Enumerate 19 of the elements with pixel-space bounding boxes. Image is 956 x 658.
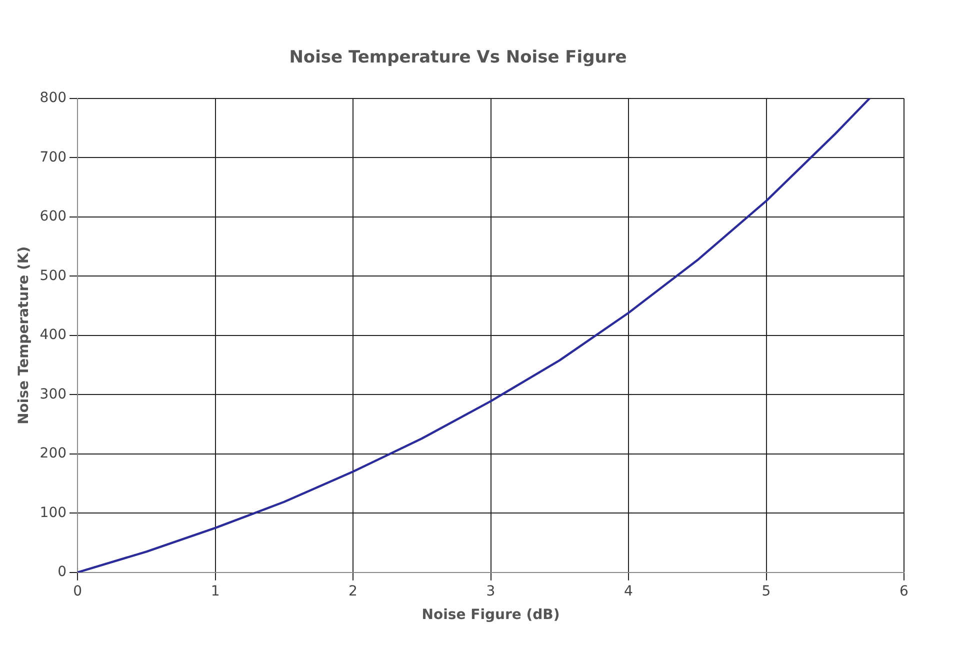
y-tick-label: 800 xyxy=(40,90,67,106)
x-tick-label: 5 xyxy=(762,583,771,600)
y-axis-title: Noise Temperature (K) xyxy=(16,246,32,424)
x-tick-label: 0 xyxy=(73,583,82,600)
y-tick-label: 400 xyxy=(40,327,67,344)
x-tick-label: 4 xyxy=(624,583,634,600)
y-tick-label: 200 xyxy=(40,446,67,462)
y-tick-label: 700 xyxy=(40,149,67,166)
chart-title: Noise Temperature Vs Noise Figure xyxy=(289,48,627,68)
x-tick-label: 3 xyxy=(486,583,496,600)
y-tick-label: 100 xyxy=(40,504,67,521)
x-tick-label: 1 xyxy=(210,583,220,600)
y-tick-label: 600 xyxy=(40,208,67,225)
x-tick-label: 6 xyxy=(900,583,909,600)
x-tick-label: 2 xyxy=(348,583,358,600)
x-axis-title: Noise Figure (dB) xyxy=(422,607,560,624)
y-tick-label: 300 xyxy=(40,386,67,402)
y-tick-label: 0 xyxy=(58,564,67,580)
y-tick-label: 500 xyxy=(40,268,67,284)
